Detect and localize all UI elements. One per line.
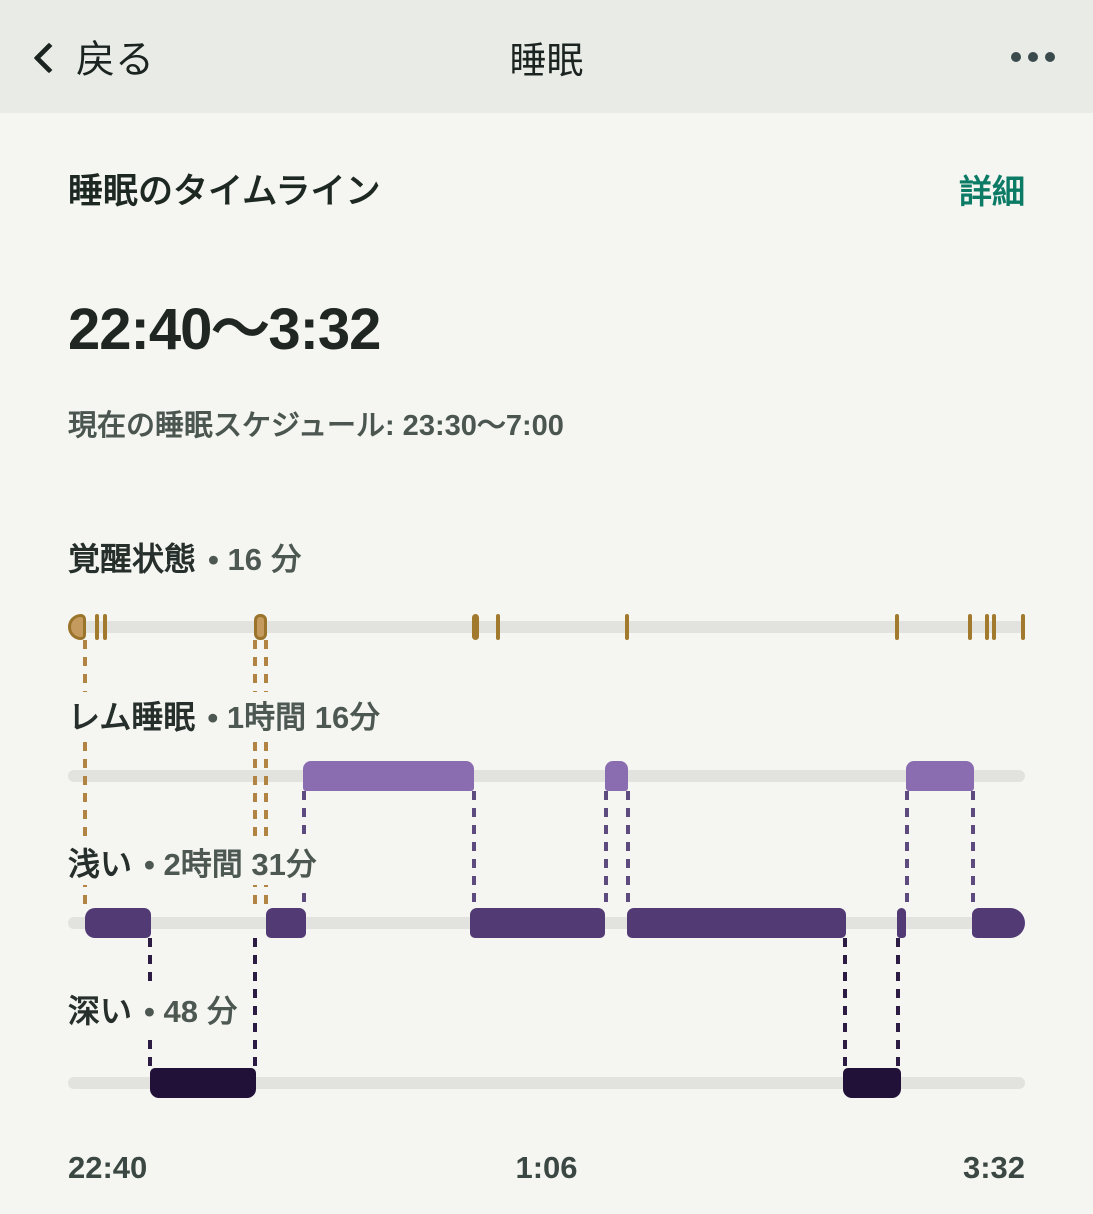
- awake-segment: [94, 614, 99, 640]
- back-button[interactable]: 戻る: [33, 29, 155, 85]
- ellipsis-icon: [1011, 51, 1021, 62]
- light-segment: [626, 908, 846, 938]
- rem-track-label: レム睡眠 • 1時間 16分: [68, 692, 391, 738]
- stage-transition-dash: [264, 640, 269, 908]
- deep-track-label: 深い • 48 分: [68, 986, 248, 1032]
- stage-transition-dash: [971, 791, 976, 908]
- awake-segment: [894, 614, 899, 640]
- section-header: 睡眠のタイムライン 詳細: [68, 163, 1025, 214]
- light-track-label: 浅い • 2時間 31分: [68, 839, 327, 885]
- axis-tick-mid: 1:06: [515, 1150, 578, 1185]
- light-segment: [971, 908, 1025, 938]
- awake-segment: [471, 614, 479, 640]
- app-header: 戻る 睡眠: [0, 0, 1093, 113]
- awake-track: [68, 621, 1025, 633]
- back-button-label: 戻る: [76, 38, 155, 82]
- sleep-time-range: 22:40〜3:32: [68, 297, 381, 362]
- stage-transition-dash: [83, 640, 88, 908]
- ellipsis-icon: [1045, 51, 1055, 62]
- rem-segment: [906, 761, 974, 791]
- sleep-schedule-text: 現在の睡眠スケジュール: 23:30〜7:00: [68, 410, 564, 442]
- stage-transition-dash: [896, 938, 901, 1068]
- axis-tick-start: 22:40: [68, 1150, 148, 1185]
- rem-duration-text: • 1時間 16分: [207, 700, 381, 735]
- chevron-left-icon: [33, 41, 65, 74]
- stage-transition-dash: [252, 640, 257, 908]
- awake-segment: [984, 614, 989, 640]
- light-segment: [85, 908, 152, 938]
- sleep-timeline-chart: 覚醒状態 • 16 分 レム睡眠 • 1時間 16分 浅い • 2時間 31分 …: [68, 532, 1025, 1214]
- page-title: 睡眠: [509, 39, 584, 81]
- deep-segment: [842, 1068, 901, 1098]
- deep-label-text: 深い: [68, 993, 133, 1029]
- awake-duration-text: • 16 分: [208, 542, 302, 577]
- light-duration-text: • 2時間 31分: [144, 847, 317, 882]
- light-segment: [896, 908, 906, 938]
- light-segment: [266, 908, 306, 938]
- awake-segment: [254, 614, 268, 640]
- awake-segment: [495, 614, 500, 640]
- rem-segment: [303, 761, 475, 791]
- deep-duration-text: • 48 分: [144, 994, 238, 1029]
- deep-track: [68, 1077, 1025, 1089]
- awake-track-label: 覚醒状態 • 16 分: [68, 534, 312, 580]
- time-axis: 22:40 1:06 3:32: [68, 1150, 1025, 1190]
- stage-transition-dash: [252, 938, 257, 1068]
- light-label-text: 浅い: [68, 846, 133, 882]
- deep-segment: [150, 1068, 257, 1098]
- awake-segment: [68, 614, 86, 640]
- stage-transition-dash: [471, 791, 476, 908]
- section-title: 睡眠のタイムライン: [68, 172, 381, 211]
- rem-label-text: レム睡眠: [68, 699, 196, 735]
- awake-label-text: 覚醒状態: [68, 541, 197, 577]
- awake-segment: [992, 614, 997, 640]
- ellipsis-icon: [1028, 51, 1038, 62]
- axis-tick-end: 3:32: [962, 1150, 1025, 1185]
- awake-segment: [967, 614, 972, 640]
- awake-segment: [1020, 614, 1025, 640]
- rem-track: [68, 770, 1025, 782]
- rem-segment: [604, 761, 628, 791]
- stage-transition-dash: [904, 791, 909, 908]
- stage-transition-dash: [603, 791, 608, 908]
- stage-transition-dash: [626, 791, 631, 908]
- overflow-menu-button[interactable]: [1011, 42, 1055, 72]
- content-area: 睡眠のタイムライン 詳細 22:40〜3:32 現在の睡眠スケジュール: 23:…: [0, 163, 1093, 444]
- light-segment: [469, 908, 605, 938]
- awake-segment: [624, 614, 629, 640]
- awake-segment: [103, 614, 108, 640]
- stage-transition-dash: [842, 938, 847, 1068]
- details-link[interactable]: 詳細: [959, 173, 1025, 210]
